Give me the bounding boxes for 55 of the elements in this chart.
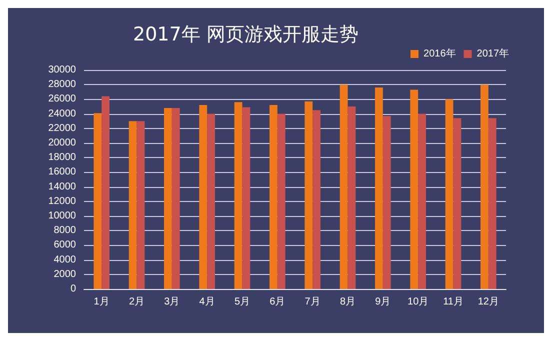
bar bbox=[304, 101, 313, 289]
bar bbox=[312, 110, 320, 289]
bar bbox=[94, 113, 102, 289]
x-tick-label: 3月 bbox=[164, 296, 180, 308]
bar bbox=[242, 107, 250, 289]
bar bbox=[270, 105, 278, 289]
bar bbox=[480, 84, 488, 289]
y-tick-label: 28000 bbox=[48, 79, 76, 90]
bar bbox=[128, 121, 137, 289]
bar bbox=[172, 108, 180, 289]
x-tick-label: 5月 bbox=[234, 296, 250, 308]
bar bbox=[164, 108, 172, 289]
x-tick-label: 2月 bbox=[128, 296, 145, 308]
x-tick-label: 11月 bbox=[443, 296, 464, 308]
y-tick-label: 6000 bbox=[54, 240, 76, 251]
bar bbox=[348, 106, 356, 289]
y-tick-label: 24000 bbox=[48, 108, 76, 120]
y-tick-label: 16000 bbox=[48, 166, 76, 178]
y-tick-label: 12000 bbox=[48, 196, 76, 207]
bar bbox=[375, 88, 383, 289]
y-tick-label: 0 bbox=[70, 284, 76, 294]
x-tick-label: 6月 bbox=[270, 296, 286, 308]
y-tick-label: 14000 bbox=[48, 181, 76, 192]
bar bbox=[382, 116, 391, 289]
x-tick-label: 10月 bbox=[408, 296, 429, 308]
bar bbox=[136, 121, 145, 289]
bar bbox=[488, 118, 496, 289]
y-tick-label: 22000 bbox=[48, 122, 76, 134]
bar bbox=[207, 114, 215, 289]
bar bbox=[340, 84, 348, 289]
chart-title: 2017年 网页游戏开服走势 bbox=[133, 24, 358, 46]
y-tick-label: 2000 bbox=[54, 268, 76, 280]
bar bbox=[102, 96, 110, 289]
legend-label: 2017年 bbox=[476, 48, 510, 60]
bar bbox=[410, 90, 418, 289]
bar bbox=[418, 114, 426, 289]
y-tick-label: 8000 bbox=[54, 225, 76, 236]
y-tick-label: 4000 bbox=[54, 254, 76, 266]
x-tick-label: 12月 bbox=[478, 296, 499, 308]
y-tick-label: 18000 bbox=[48, 152, 76, 164]
bar bbox=[234, 102, 242, 289]
bar bbox=[445, 99, 454, 289]
legend-label: 2016年 bbox=[424, 48, 456, 60]
x-tick-label: 8月 bbox=[340, 296, 356, 308]
y-tick-label: 20000 bbox=[48, 138, 76, 148]
bar bbox=[453, 118, 462, 289]
y-tick-label: 10000 bbox=[48, 210, 76, 222]
x-tick-label: 4月 bbox=[199, 296, 215, 308]
x-tick-label: 1月 bbox=[94, 296, 110, 308]
y-tick-label: 26000 bbox=[48, 94, 76, 105]
x-tick-label: 9月 bbox=[375, 296, 391, 308]
bar bbox=[199, 105, 208, 289]
bar bbox=[277, 114, 286, 289]
x-tick-label: 7月 bbox=[304, 296, 320, 308]
y-tick-label: 30000 bbox=[48, 64, 76, 76]
